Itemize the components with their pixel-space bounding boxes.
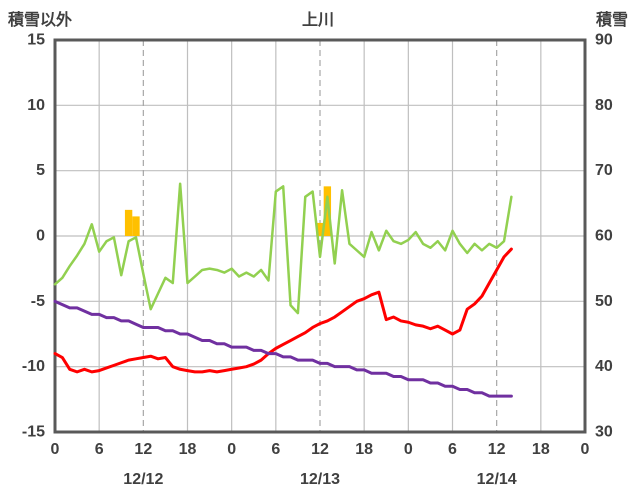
hour-tick-label: 18 xyxy=(532,441,550,458)
precipitation-bars xyxy=(124,209,133,236)
hour-tick-label: 0 xyxy=(581,441,590,458)
plot-border xyxy=(53,38,587,434)
left-tick-label: 10 xyxy=(27,97,45,114)
temperature-green-line xyxy=(53,182,513,315)
left-tick-label: -5 xyxy=(31,293,45,310)
chart-title: 上川 xyxy=(301,12,334,29)
left-axis-title: 積雪以外 xyxy=(8,12,73,29)
hour-tick-label: 12 xyxy=(311,441,329,458)
right-tick-label: 50 xyxy=(595,293,613,310)
date-label: 12/12 xyxy=(123,471,163,488)
date-label: 12/14 xyxy=(477,471,517,488)
precipitation-bars xyxy=(316,222,324,236)
right-tick-label: 60 xyxy=(595,228,613,245)
left-tick-label: 15 xyxy=(27,32,45,49)
snow-depth-purple-line xyxy=(53,299,513,398)
left-tick-label: 0 xyxy=(36,228,45,245)
hour-tick-label: 18 xyxy=(355,441,373,458)
hour-tick-label: 6 xyxy=(271,441,280,458)
hour-tick-label: 18 xyxy=(179,441,197,458)
hour-tick-label: 0 xyxy=(404,441,413,458)
temperature-red-line xyxy=(53,247,513,374)
hour-tick-label: 12 xyxy=(134,441,152,458)
right-tick-label: 70 xyxy=(595,162,613,179)
right-tick-label: 30 xyxy=(595,424,613,441)
hour-tick-label: 12 xyxy=(488,441,506,458)
precipitation-bars xyxy=(323,186,332,236)
date-label: 12/13 xyxy=(300,471,340,488)
right-tick-label: 40 xyxy=(595,358,613,375)
right-axis-title: 積雪 xyxy=(595,12,628,29)
right-tick-label: 80 xyxy=(595,97,613,114)
left-tick-label: -10 xyxy=(22,358,45,375)
precipitation-bars xyxy=(132,216,140,236)
hour-tick-label: 0 xyxy=(51,441,60,458)
hour-tick-label: 6 xyxy=(448,441,457,458)
hour-tick-label: 6 xyxy=(95,441,104,458)
hour-tick-label: 0 xyxy=(227,441,236,458)
left-tick-label: 5 xyxy=(36,162,45,179)
right-tick-label: 90 xyxy=(595,32,613,49)
left-tick-label: -15 xyxy=(22,424,45,441)
